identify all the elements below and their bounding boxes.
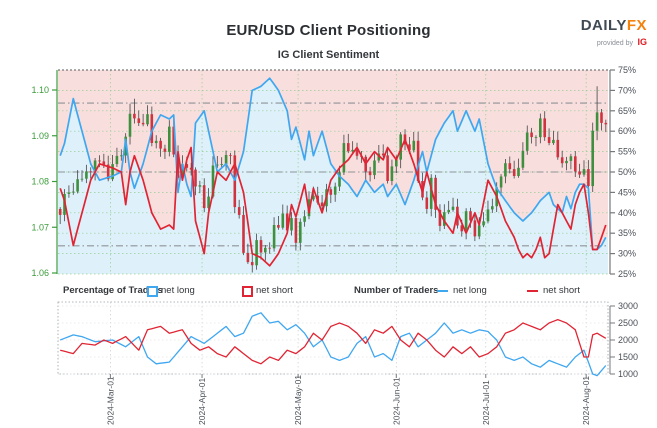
svg-text:1.06: 1.06	[31, 268, 49, 278]
dailyfx-logo: DAILYFX provided by IG	[581, 18, 647, 51]
svg-text:1.08: 1.08	[31, 177, 49, 187]
legend-pct-net-short-label: net short	[256, 285, 293, 296]
percent-axis: 25% 30% 35% 40% 45% 50% 55% 60% 65% 70% 75%	[609, 65, 636, 279]
chart-subtitle: IG Client Sentiment	[277, 49, 380, 61]
svg-text:2024-May-01: 2024-May-01	[293, 375, 303, 425]
svg-text:2024-Jul-01: 2024-Jul-01	[481, 380, 491, 425]
svg-text:2500: 2500	[618, 318, 638, 328]
logo-provided-by: provided by	[596, 40, 634, 47]
gridlines	[58, 69, 608, 275]
svg-text:3000: 3000	[618, 301, 638, 311]
svg-text:1000: 1000	[618, 369, 638, 379]
traders-chart: 1000 1500 2000 2500 3000	[57, 301, 638, 379]
svg-text:50%: 50%	[618, 167, 636, 177]
logo-ig-text: IG	[637, 37, 647, 47]
svg-text:1.07: 1.07	[31, 222, 49, 232]
svg-text:40%: 40%	[618, 208, 636, 218]
svg-text:65%: 65%	[618, 106, 636, 116]
net-long-pct-line	[59, 77, 607, 251]
svg-text:1.09: 1.09	[31, 131, 49, 141]
legend-num-net-short-label: net short	[543, 285, 580, 296]
svg-text:60%: 60%	[618, 126, 636, 136]
legend-pct-net-long-label: net long	[161, 285, 195, 296]
svg-text:70%: 70%	[618, 85, 636, 95]
legend-number-group-label: Number of Traders	[354, 285, 439, 296]
svg-text:25%: 25%	[618, 269, 636, 279]
svg-text:35%: 35%	[618, 228, 636, 238]
svg-text:2024-Aug-01: 2024-Aug-01	[581, 376, 591, 425]
chart-legend: Percentage of Traders net long net short…	[0, 285, 657, 299]
svg-text:30%: 30%	[618, 249, 636, 259]
net-long-line-icon	[437, 287, 448, 298]
svg-text:1.10: 1.10	[31, 85, 49, 95]
net-short-pct-line	[59, 138, 607, 267]
logo-fx-text: FX	[626, 17, 647, 34]
svg-text:2024-Apr-01: 2024-Apr-01	[197, 377, 207, 425]
svg-text:2024-Mar-01: 2024-Mar-01	[105, 376, 115, 425]
net-long-traders-line	[59, 312, 607, 377]
svg-text:1500: 1500	[618, 352, 638, 362]
legend-num-net-long-label: net long	[453, 285, 487, 296]
svg-text:2000: 2000	[618, 335, 638, 345]
svg-text:75%: 75%	[618, 65, 636, 75]
price-axis: 1.06 1.07 1.08 1.09 1.10	[31, 70, 58, 278]
legend-percentage-group-label: Percentage of Traders	[63, 285, 163, 296]
logo-daily-text: DAILY	[580, 17, 627, 34]
net-long-square-icon	[147, 286, 158, 300]
net-short-line-icon	[527, 287, 538, 298]
x-axis-labels: 2024-Mar-01 2024-Apr-01 2024-May-01 2024-Ju…	[105, 374, 591, 425]
page-title: EUR/USD Client Positioning	[226, 22, 431, 39]
svg-text:2024-Jun-01: 2024-Jun-01	[391, 377, 401, 425]
svg-text:55%: 55%	[618, 147, 636, 157]
net-short-square-icon	[242, 286, 253, 300]
net-short-traders-line	[60, 318, 607, 365]
svg-text:45%: 45%	[618, 187, 636, 197]
